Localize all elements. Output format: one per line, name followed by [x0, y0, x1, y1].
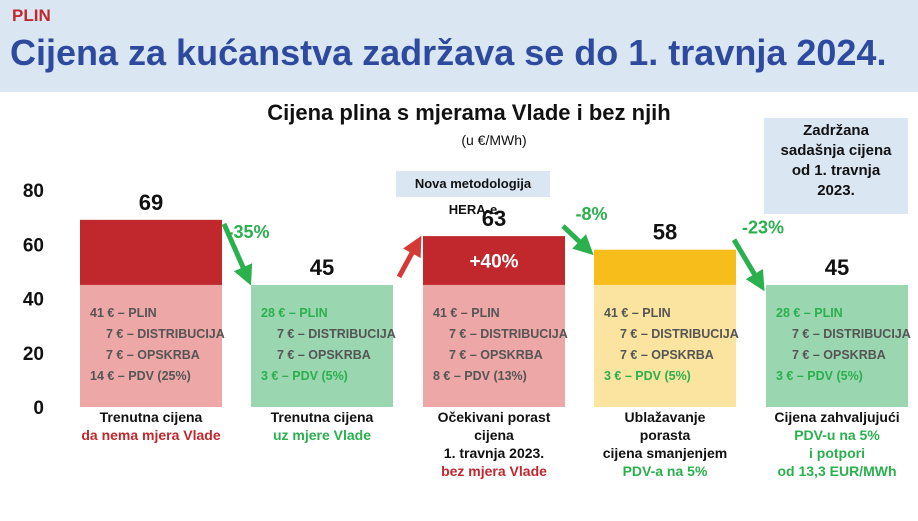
note-line: 2023. [817, 182, 855, 199]
bar-component-label: 7 € – OPSKRBA [620, 348, 714, 362]
y-tick-label: 80 [23, 181, 44, 202]
page-title: Cijena za kućanstva zadržava se do 1. tr… [10, 32, 887, 73]
bar-component-label: 7 € – OPSKRBA [277, 348, 371, 362]
category-label-line: Trenutna cijena [270, 409, 374, 425]
category-label-line: PDV-u na 5% [794, 427, 880, 443]
note-line: Zadržana [803, 122, 869, 139]
category-label-line: uz mjere Vlade [272, 427, 372, 443]
bar-component-label: 7 € – DISTRIBUCIJA [277, 327, 396, 341]
bar-total-label: 69 [139, 190, 163, 215]
bar-total-label: 58 [653, 220, 677, 245]
category-label: Očekivani porast cijena 1. travnja 2023. be… [419, 408, 569, 480]
category-label-line: bez mjera Vlade [441, 463, 547, 479]
bar-change-label: +40% [469, 252, 518, 273]
bar-increase-segment [80, 219, 222, 285]
category-label: Cijena zahvaljujući PDV-u na 5% i potpori o… [762, 408, 912, 480]
category-label-line: Trenutna cijena [99, 409, 203, 425]
bar-component-label: 7 € – OPSKRBA [106, 348, 200, 362]
category-label-line: porasta [639, 427, 691, 443]
category-label-line: cijena [474, 427, 514, 443]
bar-component-label: 7 € – DISTRIBUCIJA [106, 327, 225, 341]
chart-subtitle: (u €/MWh) [461, 132, 527, 148]
bar-increase-segment [423, 236, 565, 285]
change-arrow [731, 238, 765, 292]
bar-base-segment [80, 284, 222, 407]
bar-base-segment [251, 284, 393, 407]
bar-component-label: 7 € – DISTRIBUCIJA [792, 327, 911, 341]
bar-component-label: 3 € – PDV (5%) [604, 369, 691, 383]
bar-component-label: 7 € – DISTRIBUCIJA [449, 327, 568, 341]
chart-title-wrap: Cijena plina s mjerama Vlade i bez njih [0, 100, 918, 126]
category-label-line: i potpori [809, 445, 865, 461]
bar-component-label: 7 € – OPSKRBA [449, 348, 543, 362]
bar-increase-segment [594, 249, 736, 285]
y-tick-label: 0 [33, 398, 44, 419]
bar-component-label: 8 € – PDV (13%) [433, 369, 527, 383]
change-percent-label: -23% [742, 218, 784, 238]
category-label: Ublažavanje porasta cijena smanjenjem PDV-a… [590, 408, 740, 480]
category-label-line: od 13,3 EUR/MWh [777, 463, 897, 479]
hera-note: Nova metodologija HERA-e [396, 171, 550, 217]
change-percent-label: -8% [575, 204, 607, 224]
bar-component-label: 14 € – PDV (25%) [90, 369, 191, 383]
header-banner: PLIN Cijena za kućanstva zadržava se do … [0, 0, 918, 92]
bar-total-label: 45 [310, 255, 334, 280]
category-label-line: PDV-a na 5% [622, 463, 708, 479]
bar-component-label: 3 € – PDV (5%) [261, 369, 348, 383]
category-label-line: Cijena zahvaljujući [774, 409, 900, 425]
bar-base-segment [766, 284, 908, 407]
category-label-line: 1. travnja 2023. [443, 445, 545, 461]
category-label: Trenutna cijena da nema mjera Vlade [76, 408, 226, 444]
bar-component-label: 41 € – PLIN [90, 306, 157, 320]
bar-component-label: 41 € – PLIN [433, 306, 500, 320]
y-tick-label: 20 [23, 344, 44, 365]
bar-component-label: 41 € – PLIN [604, 306, 671, 320]
bar-total-label: 45 [825, 255, 849, 280]
chart-title: Cijena plina s mjerama Vlade i bez njih [267, 100, 671, 125]
header-tag: PLIN [12, 6, 51, 25]
chart-subtitle-wrap: (u €/MWh) [0, 132, 918, 148]
change-arrow [221, 222, 253, 286]
category-label-line: da nema mjera Vlade [81, 427, 221, 443]
note-line: od 1. travnja [791, 162, 881, 179]
note-line: sadašnja cijena [780, 142, 892, 159]
change-arrow [561, 224, 594, 256]
bar-component-label: 7 € – DISTRIBUCIJA [620, 327, 739, 341]
category-label-line: Ublažavanje [624, 409, 706, 425]
bar-component-label: 3 € – PDV (5%) [776, 369, 863, 383]
category-label-line: cijena smanjenjem [602, 445, 728, 461]
y-tick-label: 60 [23, 235, 44, 256]
bar-base-segment [594, 284, 736, 407]
category-label: Trenutna cijena uz mjere Vlade [247, 408, 397, 444]
bar-component-label: 28 € – PLIN [776, 306, 843, 320]
bar-total-label: 63 [482, 206, 506, 231]
category-label-line: Očekivani porast [437, 409, 551, 425]
note-box: Zadržana sadašnja cijena od 1. travnja 2… [764, 118, 908, 214]
bar-component-label: 28 € – PLIN [261, 306, 328, 320]
change-percent-label: -35% [227, 222, 269, 242]
change-arrow [396, 235, 422, 279]
bar-base-segment [423, 284, 565, 407]
bar-component-label: 7 € – OPSKRBA [792, 348, 886, 362]
y-tick-label: 40 [23, 290, 44, 311]
